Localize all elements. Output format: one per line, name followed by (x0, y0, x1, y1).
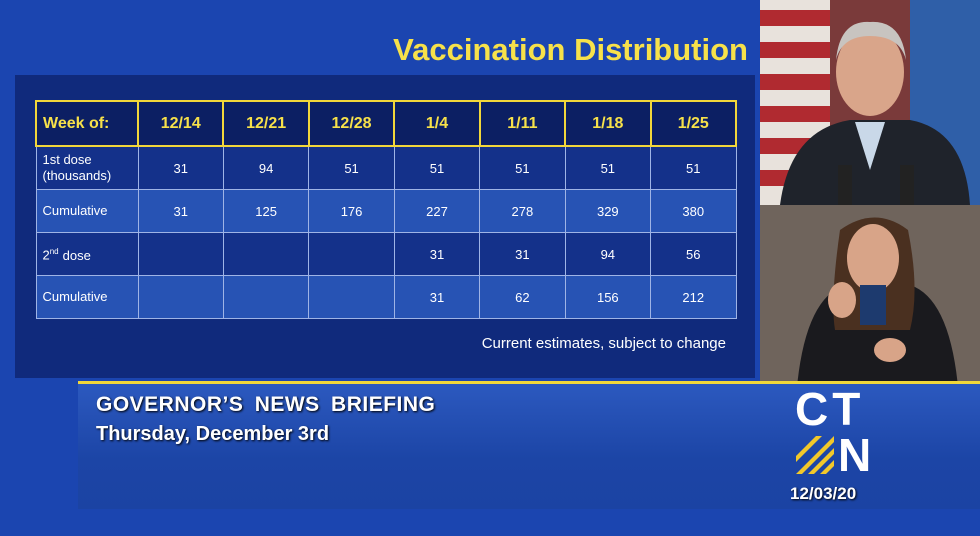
slide-title: Vaccination Distribution (393, 32, 748, 67)
empty-cell (222, 275, 310, 319)
program-title: GOVERNOR’S NEWS BRIEFING (96, 393, 436, 416)
label-part: dose (62, 247, 91, 263)
empty-cell (308, 232, 395, 276)
value-cell: 51 (479, 145, 566, 190)
header-row: Week of: 12/14 12/21 12/28 1/4 1/11 1/18 1/25 (35, 100, 738, 147)
briefing-date: Thursday, December 3rd (96, 423, 330, 445)
empty-cell (308, 275, 395, 319)
value-cell: 31 (479, 232, 566, 276)
governor (780, 21, 970, 205)
vaccination-table: Week of: 12/14 12/21 12/28 1/4 1/11 1/18 1/25 1… (35, 100, 738, 319)
table-row: Cumulative 31 125 176 227 278 329 380 (35, 189, 737, 233)
header-cell: 12/28 (307, 100, 396, 147)
value-cell: 51 (393, 145, 481, 190)
table-row: 2nd dose 31 31 94 56 (35, 232, 737, 276)
value-cell: 31 (137, 189, 224, 233)
value-cell: 51 (564, 145, 652, 190)
value-cell: 227 (393, 189, 481, 233)
label-part: 2 (42, 247, 50, 263)
note: Current estimates, subject to change (481, 335, 726, 352)
value-cell: 31 (137, 145, 224, 190)
empty-cell (222, 232, 310, 276)
value-cell: 125 (222, 189, 310, 233)
header-cell: 1/4 (393, 100, 481, 147)
logo-date: 12/03/20 (790, 484, 857, 503)
value-cell: 62 (479, 275, 566, 319)
header-cell: 1/18 (564, 100, 652, 147)
header-cell: Week of: (35, 100, 139, 147)
value-cell: 51 (308, 145, 395, 190)
empty-cell (137, 232, 224, 276)
value-cell: 156 (564, 275, 652, 319)
label-superscript: nd (49, 247, 59, 257)
value-cell: 329 (564, 189, 652, 233)
value-cell: 212 (650, 275, 737, 319)
header-cell: 12/21 (222, 100, 310, 147)
header-cell: 1/11 (478, 100, 567, 147)
value-cell: 31 (393, 232, 481, 276)
table-row: Cumulative 31 62 156 212 (35, 275, 737, 319)
value-cell: 31 (393, 275, 481, 319)
header-cell: 12/14 (136, 100, 225, 147)
row-label: 2nd dose (35, 232, 139, 276)
value-cell: 176 (308, 189, 395, 233)
empty-cell (137, 275, 224, 319)
value-cell: 56 (650, 232, 737, 276)
row-label: 1st dose (thousands) (35, 145, 139, 190)
value-cell: 51 (650, 145, 737, 190)
row-label: Cumulative (35, 189, 139, 233)
table-row: 1st dose (thousands) 31 94 51 51 51 51 51 (35, 145, 737, 190)
logo-emblem (796, 436, 834, 474)
value-cell: 94 (222, 145, 310, 190)
value-cell: 94 (564, 232, 652, 276)
video-inset (760, 0, 980, 415)
value-cell: 278 (479, 189, 566, 233)
logo-top: CT (795, 383, 865, 435)
logo-bottom: N (838, 429, 872, 481)
row-label: Cumulative (35, 275, 139, 319)
value-cell: 380 (650, 189, 737, 233)
header-cell: 1/25 (649, 100, 738, 147)
